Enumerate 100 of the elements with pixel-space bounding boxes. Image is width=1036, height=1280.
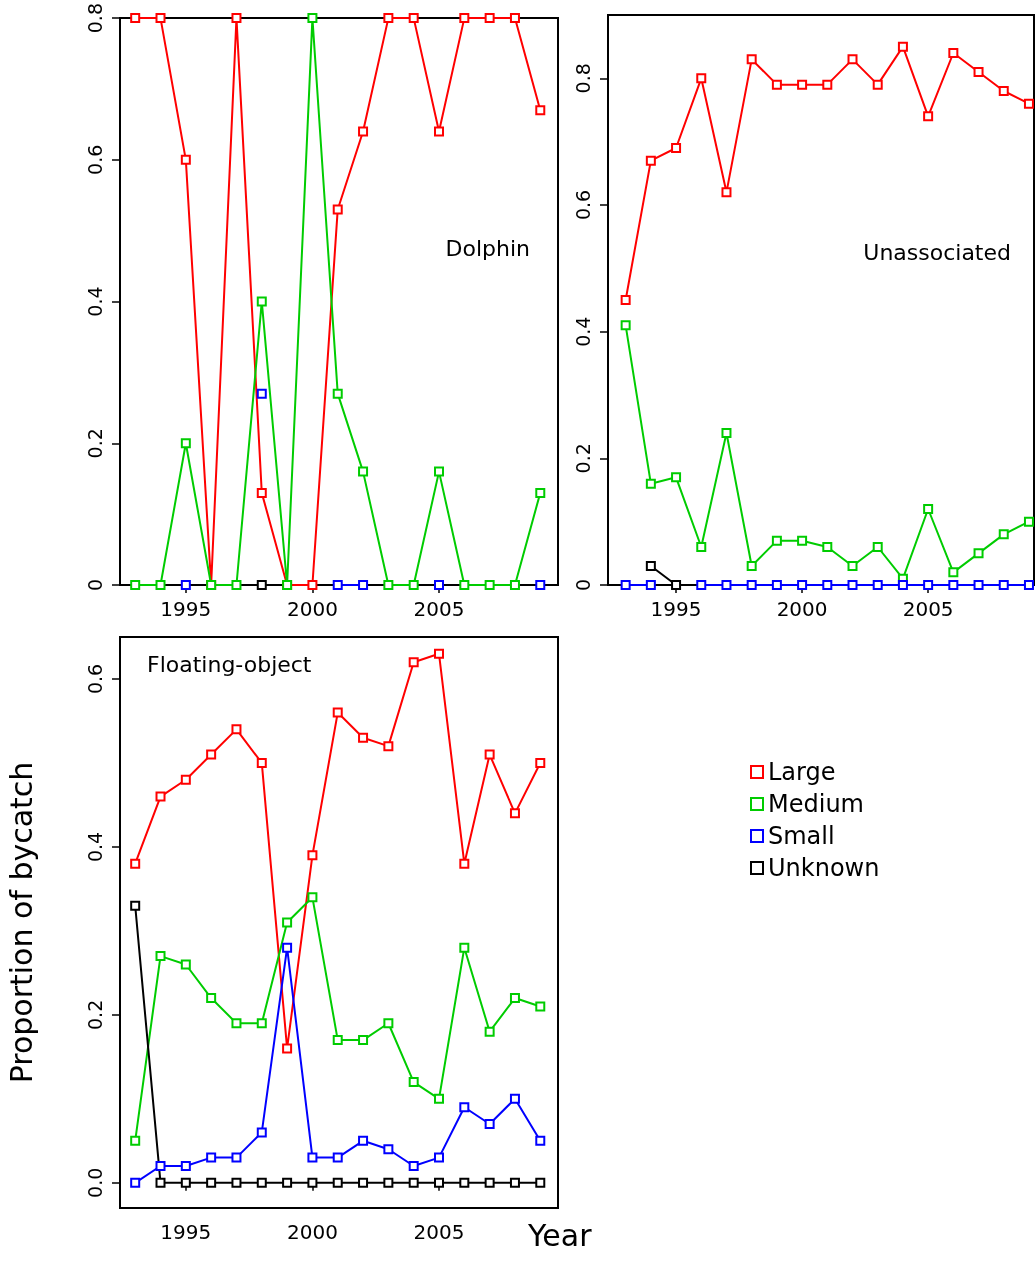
point	[155, 1161, 166, 1172]
point	[256, 388, 267, 399]
point	[973, 580, 984, 590]
point	[434, 466, 445, 477]
point	[645, 478, 656, 489]
point	[822, 542, 833, 552]
point	[231, 1018, 242, 1029]
point	[696, 580, 707, 590]
point	[206, 993, 217, 1004]
point	[180, 580, 191, 590]
point	[256, 487, 267, 498]
point	[645, 155, 656, 166]
point	[973, 548, 984, 559]
point	[282, 942, 293, 953]
point	[256, 296, 267, 307]
x-tick-label: 2000	[776, 597, 828, 621]
point	[383, 1018, 394, 1029]
point	[620, 320, 631, 331]
point	[484, 1026, 495, 1037]
point	[307, 892, 318, 903]
point	[535, 1177, 546, 1188]
point	[231, 580, 242, 590]
point	[408, 657, 419, 668]
y-tick-label: 0.8	[83, 3, 106, 34]
point	[822, 580, 833, 590]
point	[282, 1177, 293, 1188]
x-tick-label: 1995	[160, 597, 212, 621]
point	[332, 580, 343, 590]
point	[383, 580, 394, 590]
point	[509, 808, 520, 819]
point	[206, 1152, 217, 1163]
point	[434, 1177, 445, 1188]
point	[383, 13, 394, 24]
point	[671, 472, 682, 483]
point	[180, 959, 191, 970]
point	[459, 858, 470, 869]
point	[358, 1177, 369, 1188]
point	[459, 1177, 470, 1188]
point	[459, 580, 470, 590]
point	[307, 13, 318, 24]
point	[459, 13, 470, 24]
point	[408, 1161, 419, 1172]
point	[332, 388, 343, 399]
point	[509, 13, 520, 24]
point	[459, 942, 470, 953]
point	[180, 154, 191, 165]
point	[721, 580, 732, 590]
y-tick-label: 0.4	[83, 286, 106, 317]
point	[282, 917, 293, 928]
point	[872, 542, 883, 552]
point	[973, 67, 984, 77]
point	[256, 1127, 267, 1138]
point	[383, 1177, 394, 1188]
point	[484, 1177, 495, 1188]
legend-label: Medium	[768, 790, 864, 818]
point	[771, 535, 782, 546]
point	[535, 757, 546, 768]
point	[620, 580, 631, 590]
point	[130, 900, 141, 911]
point	[998, 86, 1009, 96]
point	[358, 1135, 369, 1146]
point	[358, 466, 369, 477]
point	[307, 1152, 318, 1163]
point	[256, 1177, 267, 1188]
point	[358, 126, 369, 137]
point	[155, 1177, 166, 1188]
point	[282, 1043, 293, 1054]
point	[155, 951, 166, 962]
point	[847, 561, 858, 571]
point	[746, 54, 757, 65]
point	[1023, 516, 1034, 527]
point	[459, 1102, 470, 1113]
point	[332, 707, 343, 718]
point	[332, 204, 343, 215]
point	[1023, 580, 1034, 590]
point	[509, 993, 520, 1004]
point	[847, 54, 858, 65]
point	[998, 580, 1009, 590]
point	[332, 1035, 343, 1046]
point	[696, 73, 707, 84]
x-tick-label: 1995	[160, 1220, 212, 1244]
point	[872, 580, 883, 590]
point	[307, 1177, 318, 1188]
point	[797, 580, 808, 590]
point	[434, 1152, 445, 1163]
point	[746, 580, 757, 590]
y-tick-label: 0.8	[571, 63, 594, 94]
point	[231, 724, 242, 735]
x-axis-title: Year	[527, 1218, 593, 1254]
point	[535, 487, 546, 498]
point	[645, 561, 656, 571]
point	[307, 850, 318, 861]
x-tick-label: 2005	[413, 597, 465, 621]
y-tick-label: 0	[83, 578, 106, 592]
point	[256, 580, 267, 590]
y-axis-title: Proportion of bycatch	[3, 761, 39, 1084]
point	[231, 13, 242, 24]
legend-label: Small	[768, 822, 835, 850]
point	[696, 542, 707, 552]
y-tick-label: 0.2	[83, 428, 106, 459]
